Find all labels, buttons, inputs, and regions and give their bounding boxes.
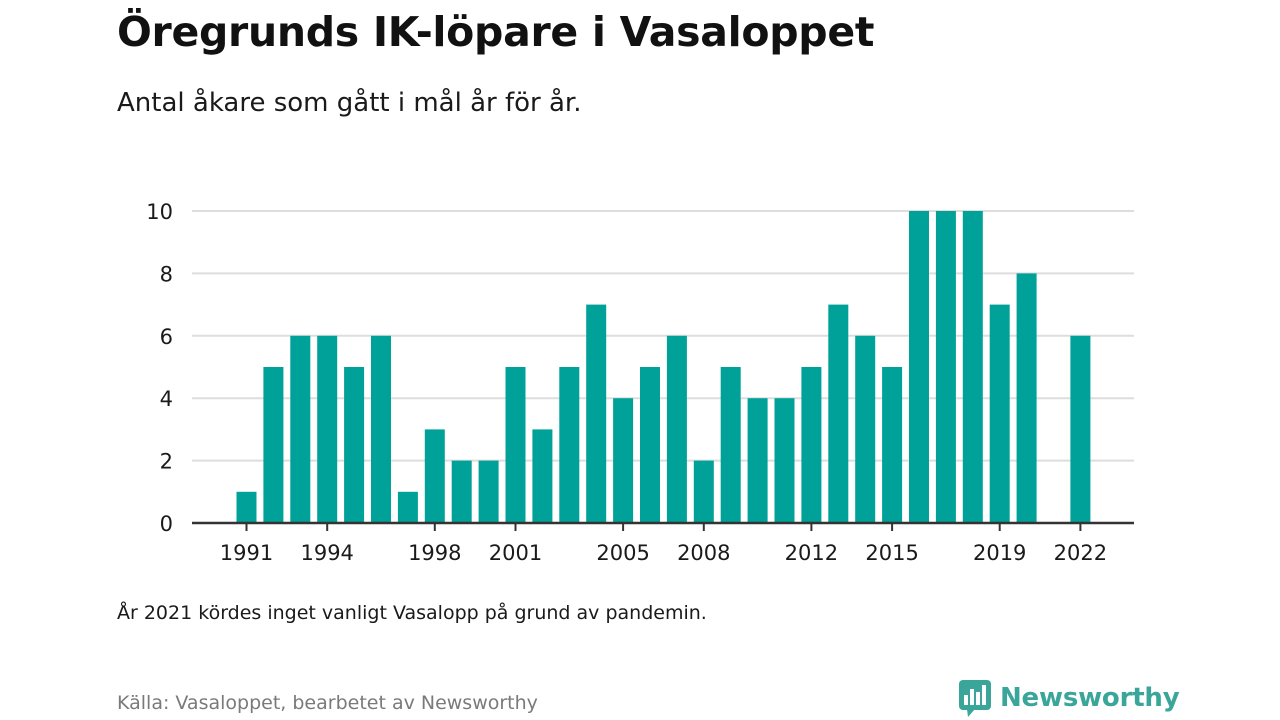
bar [344,367,365,523]
bar [693,460,714,523]
y-tick-label: 0 [160,512,173,536]
bar [424,429,445,523]
y-tick-label: 10 [146,200,173,224]
bar [1016,273,1037,523]
x-tick-label: 2008 [677,541,730,565]
chart-subtitle: Antal åkare som gått i mål år för år. [117,88,582,118]
x-tick-label: 2015 [865,541,918,565]
chart-note: År 2021 kördes inget vanligt Vasalopp på… [117,602,707,624]
bar [613,398,634,523]
bar [774,398,795,523]
bar [371,335,391,523]
bar [801,367,822,523]
chart-title: Öregrunds IK-löpare i Vasaloppet [117,8,875,56]
x-tick-label: 2019 [973,541,1026,565]
bar [935,211,956,523]
bar [720,367,741,523]
bar [263,367,284,523]
newsworthy-logo: Newsworthy [958,678,1180,718]
bar-layer [236,211,1091,523]
logo-text: Newsworthy [1000,683,1180,713]
bar [855,335,876,523]
bar [236,491,257,523]
bar [666,335,687,523]
bar [505,367,526,523]
y-tick-label: 2 [160,450,173,474]
x-tick-label: 1998 [408,541,461,565]
bar [828,304,849,523]
bar [397,491,418,523]
bar-chart-speech-bubble-icon [959,680,991,717]
x-tick-label: 2001 [489,541,542,565]
x-tick-label: 2022 [1054,541,1107,565]
bar [290,335,311,523]
bar [586,304,607,523]
bar [989,304,1010,523]
bar [909,211,929,523]
x-tick-label: 1991 [220,541,273,565]
bar [640,367,660,523]
source-text: Källa: Vasaloppet, bearbetet av Newswort… [117,692,538,714]
bar [559,367,580,523]
y-tick-label: 4 [160,387,173,411]
x-tick-label: 2005 [596,541,649,565]
bar [1070,335,1091,523]
bar [532,429,553,523]
bar [451,460,472,523]
y-tick-label: 8 [160,262,173,286]
bar [882,367,903,523]
bar [747,398,768,523]
x-tick-label: 2012 [785,541,838,565]
bar [317,335,338,523]
y-tick-label: 6 [160,325,173,349]
axis-layer: 0 2 4 6 8 10 1991 1994 1998 2001 2005 2008 2012 2015 2… [146,200,1134,565]
bar [478,460,499,523]
x-tick-label: 1994 [300,541,353,565]
bar-chart: 0 2 4 6 8 10 1991 1994 1998 2001 2005 2008 2012 2015 2… [146,200,1134,565]
bar [962,211,983,523]
